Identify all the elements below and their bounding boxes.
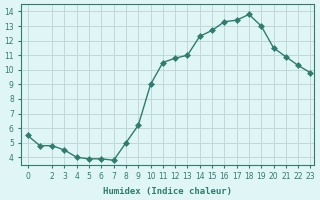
X-axis label: Humidex (Indice chaleur): Humidex (Indice chaleur): [103, 187, 232, 196]
